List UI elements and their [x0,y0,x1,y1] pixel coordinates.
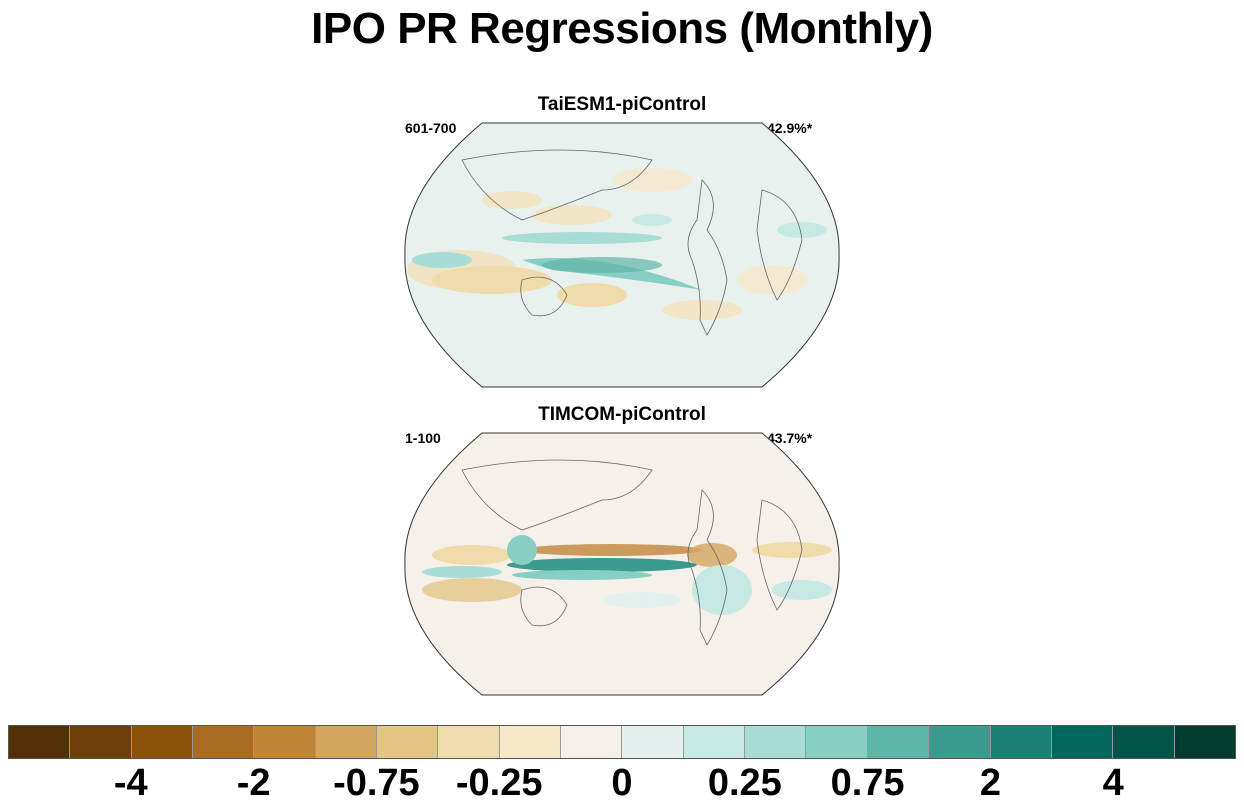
colorbar-cell [929,726,991,758]
colorbar-cell [70,726,132,758]
colorbar-cell [1174,726,1235,758]
colorbar-cell [1113,726,1175,758]
colorbar-tick-label: 2 [979,762,1001,804]
colorbar-cell [438,726,500,758]
colorbar-cell [377,726,439,758]
colorbar [8,725,1236,759]
colorbar-cell [867,726,930,758]
panel-title-taiesm1: TaiESM1-piControl [537,94,707,115]
panel-percent-label: 43.7%* [767,430,813,446]
colorbar-cell [561,726,623,758]
colorbar-cell [1051,726,1114,758]
colorbar-cell [193,726,255,758]
panel-percent-label: 42.9%* [767,120,813,136]
colorbar-tick-label: -0.75 [333,762,420,804]
colorbar-tick-label: 4 [1102,762,1124,804]
panel-period-label: 601-700 [405,120,457,136]
colorbar-tick-label: -4 [113,762,148,804]
panel-period-label: 1-100 [405,430,441,446]
colorbar-tick-label: -0.25 [455,762,543,804]
colorbar-cell [254,726,316,758]
figure-title: IPO PR Regressions (Monthly) [311,4,933,53]
colorbar-cell [683,726,746,758]
colorbar-cell [622,726,684,758]
colorbar-tick-label: -2 [236,762,271,804]
colorbar-cell [131,726,194,758]
colorbar-cell [499,726,562,758]
colorbar-cell [806,726,868,758]
colorbar-tick-label: 0.25 [707,762,782,804]
colorbar-cell [990,726,1052,758]
colorbar-tick-label: 0.75 [830,762,905,804]
colorbar-cell [315,726,378,758]
colorbar-cell [745,726,807,758]
colorbar-tick-label: 0 [611,762,633,804]
colorbar-cell [9,726,71,758]
panel-title-timcom: TIMCOM-piControl [538,404,706,425]
map-taiesm1 [404,122,840,388]
map-timcom [404,432,840,696]
